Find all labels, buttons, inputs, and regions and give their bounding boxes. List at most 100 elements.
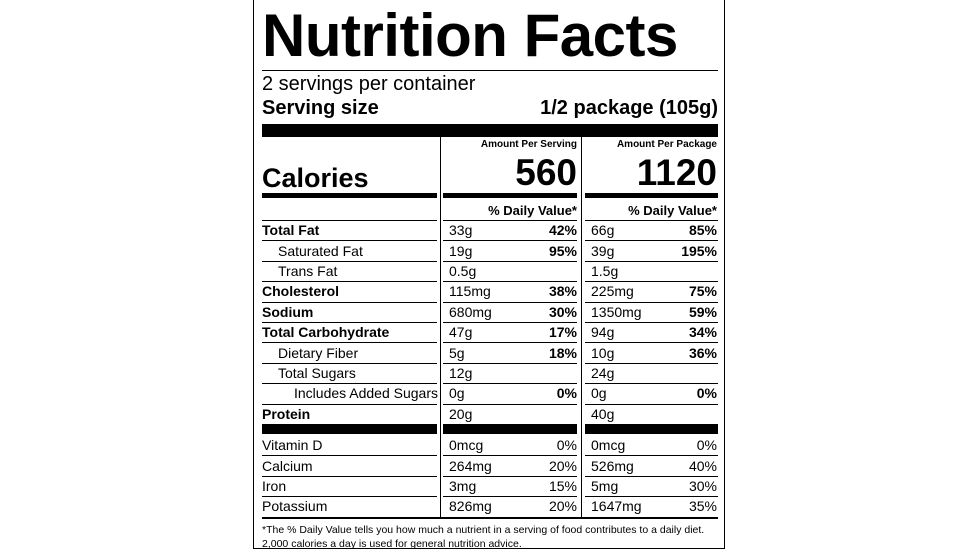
nutrient-dv: 20% xyxy=(548,498,577,515)
nutrient-amount: 1.5g xyxy=(591,263,619,279)
nutrient-dv: 34% xyxy=(688,324,717,341)
nutrient-dv: 30% xyxy=(548,303,577,320)
rule xyxy=(262,281,437,283)
nutrient-name: Potassium xyxy=(262,498,328,515)
rule xyxy=(443,455,577,457)
nutrient-dv: 0% xyxy=(696,385,717,402)
thick-rule xyxy=(262,193,437,198)
rule xyxy=(443,240,577,242)
nutrient-name: Total Sugars xyxy=(278,365,356,381)
nutrient-amount: 20g xyxy=(449,405,473,422)
rule xyxy=(443,362,577,364)
nutrient-dv: 40% xyxy=(688,457,717,474)
nutrient-amount: 526mg xyxy=(591,457,634,474)
rule xyxy=(262,517,718,519)
thick-rule xyxy=(262,124,718,137)
rule xyxy=(443,322,577,323)
nutrient-dv: 85% xyxy=(688,222,717,239)
dv-header: % Daily Value* xyxy=(628,203,717,218)
rule xyxy=(585,281,718,283)
rule xyxy=(585,475,718,477)
column-divider xyxy=(440,137,441,517)
rule xyxy=(262,260,437,262)
nutrient-amount: 0g xyxy=(591,385,607,402)
nutrient-name: Calcium xyxy=(262,457,313,474)
rule xyxy=(262,455,437,457)
nutrient-amount: 225mg xyxy=(591,283,634,300)
nutrient-dv: 195% xyxy=(681,242,717,259)
nutrient-amount: 1647mg xyxy=(591,498,642,515)
nutrient-amount: 0mcg xyxy=(591,437,626,454)
nutrient-amount: 264mg xyxy=(449,457,492,474)
rule xyxy=(443,342,577,344)
dv-header: % Daily Value* xyxy=(488,203,577,218)
nutrient-amount: 3mg xyxy=(449,478,477,494)
column-divider xyxy=(581,137,582,517)
rule xyxy=(443,220,577,221)
nutrient-name: Cholesterol xyxy=(262,283,340,300)
rule xyxy=(262,403,437,405)
serving-size-label: Serving size xyxy=(262,97,379,119)
footnote: *The % Daily Value tells you how much a … xyxy=(262,524,705,536)
nutrient-dv: 35% xyxy=(688,498,717,515)
nutrient-amount: 0mcg xyxy=(449,437,484,454)
thick-rule xyxy=(443,193,577,198)
rule xyxy=(585,322,718,323)
nutrient-name: Trans Fat xyxy=(278,263,338,279)
nutrient-dv: 30% xyxy=(688,478,717,494)
rule xyxy=(262,362,437,364)
nutrient-amount: 19g xyxy=(449,242,473,259)
thick-rule xyxy=(585,193,718,198)
rule xyxy=(443,260,577,262)
nutrient-amount: 1350mg xyxy=(591,303,642,320)
nutrient-amount: 0.5g xyxy=(449,263,477,279)
nutrient-amount: 94g xyxy=(591,324,615,341)
nutrient-dv: 20% xyxy=(548,457,577,474)
nutrient-name: Vitamin D xyxy=(262,437,323,454)
nutrient-dv: 42% xyxy=(548,222,577,239)
nutrient-amount: 40g xyxy=(591,405,615,422)
rule xyxy=(262,383,437,385)
rule xyxy=(262,475,437,477)
thick-rule xyxy=(262,424,437,434)
rule xyxy=(262,240,437,242)
rule xyxy=(443,496,577,498)
nutrient-dv: 36% xyxy=(688,344,717,361)
calories-value: 1120 xyxy=(636,152,717,193)
nutrient-amount: 39g xyxy=(591,242,615,259)
nutrient-name: Includes Added Sugars xyxy=(294,385,438,402)
rule xyxy=(585,403,718,405)
nutrient-dv: 0% xyxy=(696,437,717,454)
nutrient-amount: 24g xyxy=(591,365,615,381)
rule xyxy=(262,220,437,221)
nutrition-label xyxy=(253,0,725,549)
rule xyxy=(443,383,577,385)
nutrient-amount: 66g xyxy=(591,222,615,239)
nutrient-amount: 5g xyxy=(449,344,465,361)
nutrient-name: Iron xyxy=(262,478,287,494)
nutrient-amount: 5mg xyxy=(591,478,619,494)
serving-size-value: 1/2 package (105g) xyxy=(540,97,718,119)
nutrient-dv: 17% xyxy=(548,324,577,341)
nutrient-dv: 0% xyxy=(556,437,577,454)
thick-rule xyxy=(443,424,577,434)
nutrient-name: Sodium xyxy=(262,303,314,320)
rule xyxy=(443,301,577,303)
rule xyxy=(443,475,577,477)
nutrient-dv: 18% xyxy=(548,344,577,361)
rule xyxy=(585,383,718,385)
nutrient-dv: 75% xyxy=(688,283,717,300)
nutrient-amount: 10g xyxy=(591,344,615,361)
nutrient-dv: 15% xyxy=(548,478,577,494)
rule xyxy=(585,301,718,303)
rule xyxy=(262,496,437,498)
nutrient-amount: 12g xyxy=(449,365,473,381)
nutrient-name: Saturated Fat xyxy=(278,242,363,259)
rule xyxy=(585,496,718,498)
rule xyxy=(262,322,437,323)
rule xyxy=(585,240,718,242)
nutrient-amount: 826mg xyxy=(449,498,492,515)
title: Nutrition Facts xyxy=(262,2,678,69)
rule xyxy=(443,403,577,405)
